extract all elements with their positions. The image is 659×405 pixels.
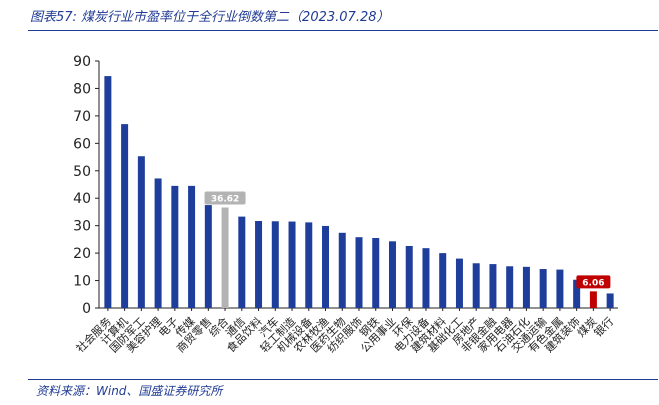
y-tick-label: 40 (73, 191, 91, 207)
data-label: 36.62 (211, 194, 239, 204)
bar (137, 156, 145, 308)
bar (422, 248, 430, 308)
chart-title: 图表57: 煤炭行业市盈率位于全行业倒数第二（2023.07.28） (30, 10, 390, 25)
bar (405, 245, 413, 308)
bar (338, 232, 346, 308)
x-tick-label: 银行 (591, 314, 616, 339)
source-note: 资料来源：Wind、国盛证券研究所 (36, 384, 223, 398)
chart-x-labels: 社会服务计算机国防军工美容护理电子传媒商贸零售综合通信食品饮料汽车轻工制造机械设… (73, 314, 616, 355)
y-tick-label: 0 (82, 301, 91, 317)
bar (522, 266, 530, 308)
bar (104, 76, 112, 308)
bar (355, 237, 363, 308)
bar (455, 258, 463, 308)
bar (221, 207, 229, 308)
bar (489, 264, 497, 308)
y-tick-label: 90 (73, 54, 91, 70)
bar (606, 293, 614, 308)
bar (388, 241, 396, 308)
top-rule (28, 30, 658, 31)
bar (238, 216, 246, 308)
y-tick-label: 70 (73, 109, 91, 125)
bar (472, 263, 480, 308)
y-tick-label: 10 (73, 274, 91, 290)
bar (573, 279, 581, 308)
bar (188, 185, 196, 308)
bar (589, 291, 597, 308)
data-label: 6.06 (582, 278, 604, 288)
bar (506, 266, 514, 308)
y-tick-label: 80 (73, 81, 91, 97)
y-tick-label: 30 (73, 219, 91, 235)
bar (372, 238, 380, 308)
bar (271, 221, 279, 308)
chart-bars (104, 76, 614, 308)
data-label-box (576, 275, 611, 289)
bar (322, 225, 330, 308)
bar (121, 124, 129, 308)
y-tick-label: 50 (73, 164, 91, 180)
bar (255, 221, 263, 308)
bar (539, 269, 547, 308)
bar (288, 221, 296, 308)
bar (439, 253, 447, 308)
bar (204, 205, 212, 308)
chart-data-labels: 36.62 6.06 (204, 191, 611, 289)
bar (556, 269, 564, 308)
bar (305, 222, 313, 308)
bar (154, 178, 162, 308)
bottom-rule (28, 379, 658, 380)
chart-axes: 0 10 20 30 40 50 60 70 80 90 (73, 54, 618, 317)
bar-chart: 0 10 20 30 40 50 60 70 80 90 社会服务计算机国防军工美容护理电子传媒商… (73, 54, 618, 355)
data-label-box (204, 191, 246, 205)
y-tick-label: 20 (73, 246, 91, 262)
y-tick-label: 60 (73, 136, 91, 152)
bar (171, 185, 179, 308)
